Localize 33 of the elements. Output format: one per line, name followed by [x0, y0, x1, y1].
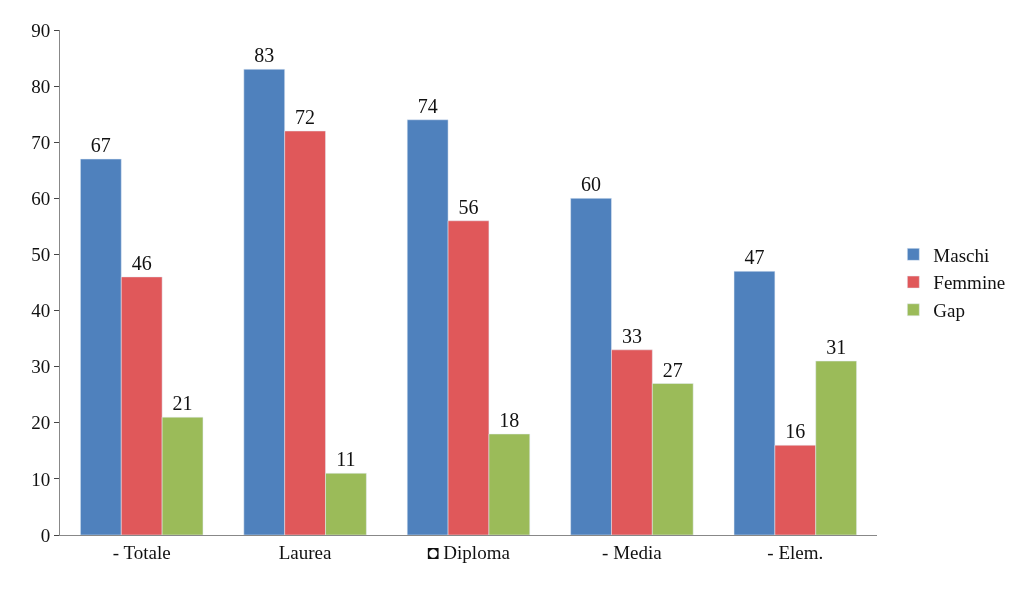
- y-tick-label: 70: [31, 131, 51, 153]
- data-label: 31: [826, 336, 847, 359]
- y-tick-label: 80: [31, 75, 51, 97]
- data-label: 47: [744, 246, 765, 269]
- data-label: 33: [621, 324, 642, 347]
- data-label: 27: [662, 358, 683, 381]
- data-label: 16: [785, 420, 806, 443]
- y-tick-label: 0: [40, 524, 51, 546]
- x-tick-label: - Totale: [112, 541, 171, 563]
- y-tick-label: 60: [31, 187, 51, 209]
- data-label: 83: [254, 44, 275, 67]
- x-tick-label: Laurea: [278, 541, 333, 563]
- y-tick-label: 90: [31, 19, 51, 41]
- data-label: 67: [90, 134, 111, 157]
- data-label: 74: [417, 94, 438, 117]
- data-label: 60: [581, 173, 602, 196]
- x-tick-label: - Elem.: [767, 541, 824, 563]
- legend-label: Maschi: [933, 244, 990, 266]
- data-label: 72: [295, 106, 316, 128]
- x-tick-label: - Media: [602, 541, 663, 563]
- x-tick-label: ◘ Diploma: [427, 541, 511, 563]
- data-label: 56: [458, 195, 479, 218]
- y-tick-label: 30: [31, 356, 51, 378]
- data-label: 46: [131, 251, 152, 274]
- y-tick-label: 50: [31, 244, 51, 266]
- legend-label: Femmine: [933, 272, 1006, 294]
- data-label: 18: [499, 409, 520, 431]
- y-tick-label: 40: [31, 300, 51, 322]
- y-tick-label: 10: [31, 468, 51, 490]
- data-label: 21: [172, 392, 193, 415]
- y-tick-label: 20: [31, 412, 51, 434]
- legend-label: Gap: [933, 300, 965, 322]
- data-label: 11: [336, 448, 356, 471]
